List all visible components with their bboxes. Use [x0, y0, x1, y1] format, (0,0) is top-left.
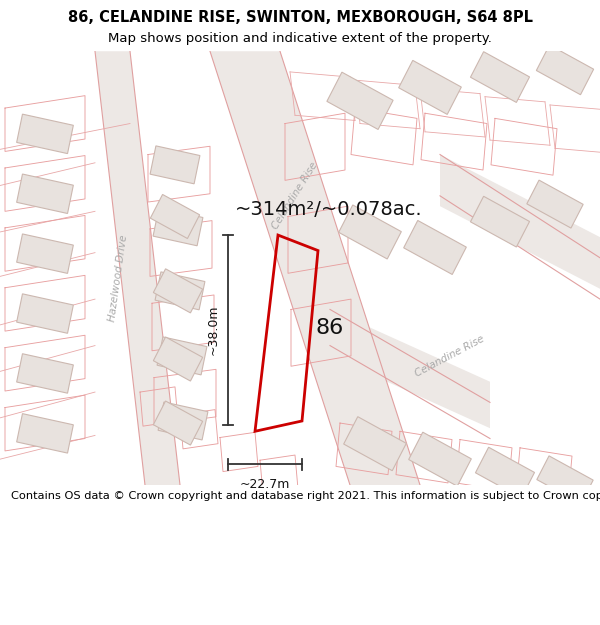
Text: Hazelwood Drive: Hazelwood Drive [107, 234, 129, 322]
Polygon shape [404, 221, 466, 274]
Polygon shape [210, 51, 420, 485]
Polygon shape [150, 146, 200, 184]
Polygon shape [158, 402, 208, 440]
Text: ~22.7m: ~22.7m [240, 478, 290, 491]
Text: ~38.0m: ~38.0m [207, 305, 220, 356]
Polygon shape [536, 45, 593, 95]
Polygon shape [409, 432, 472, 486]
Polygon shape [17, 294, 73, 333]
Text: 86, CELANDINE RISE, SWINTON, MEXBOROUGH, S64 8PL: 86, CELANDINE RISE, SWINTON, MEXBOROUGH,… [67, 10, 533, 25]
Polygon shape [157, 337, 207, 375]
Polygon shape [155, 272, 205, 310]
Polygon shape [17, 234, 73, 273]
Polygon shape [17, 174, 73, 214]
Text: 86: 86 [316, 318, 344, 338]
Polygon shape [470, 196, 530, 247]
Polygon shape [17, 354, 73, 393]
Text: Contains OS data © Crown copyright and database right 2021. This information is : Contains OS data © Crown copyright and d… [11, 491, 600, 501]
Text: Celandine Rise: Celandine Rise [413, 333, 487, 378]
Polygon shape [95, 51, 180, 485]
Polygon shape [537, 456, 593, 504]
Polygon shape [17, 114, 73, 154]
Polygon shape [330, 309, 490, 428]
Text: Map shows position and indicative extent of the property.: Map shows position and indicative extent… [108, 32, 492, 45]
Polygon shape [154, 401, 203, 445]
Polygon shape [153, 208, 203, 246]
Polygon shape [154, 337, 203, 381]
Polygon shape [338, 205, 401, 259]
Polygon shape [154, 269, 203, 313]
Polygon shape [327, 72, 393, 129]
Polygon shape [398, 61, 461, 114]
Polygon shape [151, 194, 200, 239]
Polygon shape [475, 448, 535, 498]
Polygon shape [344, 417, 406, 471]
Polygon shape [440, 154, 600, 289]
Polygon shape [470, 52, 530, 102]
Polygon shape [17, 414, 73, 453]
Text: Celandine Rise: Celandine Rise [271, 161, 320, 231]
Text: ~314m²/~0.078ac.: ~314m²/~0.078ac. [235, 200, 422, 219]
Polygon shape [527, 180, 583, 228]
